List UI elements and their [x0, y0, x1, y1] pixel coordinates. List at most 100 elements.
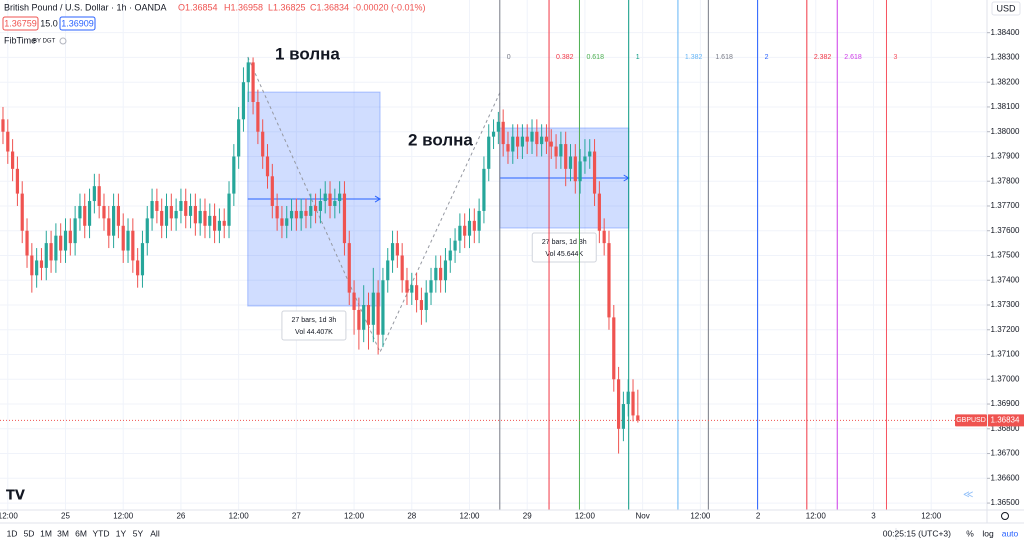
range-button[interactable]: 1D — [7, 528, 18, 538]
candle-body — [515, 136, 520, 147]
candle-body — [217, 220, 222, 231]
candle-body — [318, 201, 323, 211]
candle-body — [583, 156, 587, 162]
candle-body — [535, 131, 539, 145]
candle-body — [49, 243, 53, 261]
candle-body — [434, 267, 438, 281]
candle-body — [212, 215, 217, 231]
spread: 15.0 — [40, 18, 58, 28]
range-button[interactable]: 1M — [40, 528, 52, 538]
candle-body — [568, 156, 573, 169]
candle-body — [208, 215, 212, 226]
candle-body — [15, 168, 20, 194]
collapse-icon[interactable]: ≪ — [963, 490, 973, 501]
candle-body — [222, 220, 226, 226]
y-tick-label: 1.37400 — [991, 275, 1020, 284]
x-tick-label: 2 — [756, 512, 761, 521]
symbol-tag-label: GBPUSD — [956, 417, 986, 424]
y-tick-label: 1.37000 — [991, 374, 1020, 383]
candle-body — [352, 292, 356, 310]
candle-body — [323, 193, 327, 202]
candle-body — [25, 230, 29, 256]
candle-body — [256, 102, 260, 132]
candle-body — [371, 292, 375, 325]
range-button[interactable]: 1Y — [116, 528, 127, 538]
y-tick-label: 1.36900 — [991, 399, 1020, 408]
indicator-name[interactable]: FibTime — [4, 35, 36, 45]
y-tick-label: 1.38400 — [991, 28, 1020, 37]
candle-body — [241, 82, 246, 120]
candle-body — [578, 161, 582, 182]
candle-body — [554, 146, 558, 157]
settings-icon[interactable] — [1001, 512, 1009, 520]
y-tick-label: 1.36500 — [991, 498, 1020, 507]
range-button[interactable]: 6M — [75, 528, 87, 538]
symbol-title[interactable]: British Pound / U.S. Dollar · 1h · OANDA — [4, 2, 167, 12]
candle-body — [414, 285, 419, 301]
x-tick-label: 12:00 — [0, 512, 18, 521]
range-button[interactable]: 5Y — [133, 528, 144, 538]
ask-price[interactable]: 1.36909 — [61, 18, 94, 28]
measure-label-box — [531, 232, 597, 263]
candle-body — [78, 205, 82, 219]
ask-box[interactable] — [59, 16, 96, 31]
candle-body — [285, 218, 289, 226]
candle-body — [35, 260, 39, 276]
candle-body — [443, 260, 448, 281]
scale-option[interactable]: auto — [1002, 528, 1019, 538]
candle-body — [540, 136, 544, 145]
scale-option[interactable]: % — [966, 528, 974, 538]
candle-body — [313, 205, 318, 211]
candle-body — [525, 136, 529, 142]
candle-body — [30, 255, 34, 276]
range-button[interactable]: All — [150, 528, 160, 538]
candle-body — [97, 186, 101, 206]
indicator-icon[interactable] — [59, 37, 67, 45]
currency[interactable]: USD — [996, 3, 1016, 13]
candle-body — [477, 210, 481, 231]
bid-box[interactable] — [2, 16, 39, 31]
fib-label: 0 — [507, 54, 511, 61]
y-tick-label: 1.36800 — [991, 424, 1020, 433]
ohlc-high: H1.36958 — [224, 2, 263, 12]
candle-body — [294, 210, 298, 219]
currency-box[interactable] — [991, 1, 1021, 16]
y-tick-label: 1.36700 — [991, 449, 1020, 458]
candle-body — [179, 201, 183, 211]
range-button[interactable]: 3M — [57, 528, 69, 538]
candle-body — [174, 210, 178, 219]
candle-body — [63, 230, 68, 251]
candle-body — [395, 243, 399, 256]
candle-body — [487, 136, 491, 169]
x-tick-label: 12:00 — [575, 512, 596, 521]
candle-body — [155, 201, 159, 211]
candle-body — [289, 210, 294, 219]
candle-body — [621, 404, 626, 429]
candle-body — [145, 218, 149, 244]
candle-body — [458, 225, 462, 241]
candle-body — [92, 186, 96, 202]
candle-body — [169, 205, 173, 219]
range-button[interactable]: YTD — [93, 528, 110, 538]
y-tick-label: 1.37200 — [991, 325, 1020, 334]
scale-option[interactable]: log — [982, 528, 994, 538]
fib-label: 0.382 — [556, 54, 574, 61]
y-tick-label: 1.38100 — [991, 102, 1020, 111]
fib-label: 3 — [893, 54, 897, 61]
clock[interactable]: 00:25:15 (UTC+3) — [883, 528, 951, 538]
range-button[interactable]: 5D — [24, 528, 35, 538]
candle-body — [39, 260, 44, 268]
y-tick-label: 1.37700 — [991, 201, 1020, 210]
bid-price[interactable]: 1.36759 — [4, 18, 37, 28]
x-tick-label: 25 — [61, 512, 70, 521]
y-tick-label: 1.36600 — [991, 473, 1020, 482]
y-tick-label: 1.38300 — [991, 53, 1020, 62]
x-tick-label: 29 — [523, 512, 532, 521]
candle-body — [11, 151, 15, 169]
candle-body — [511, 136, 515, 152]
candle-body — [83, 205, 87, 226]
y-tick-label: 1.37600 — [991, 226, 1020, 235]
candle-body — [68, 230, 72, 244]
y-tick-label: 1.38000 — [991, 127, 1020, 136]
candle-body — [270, 176, 274, 206]
